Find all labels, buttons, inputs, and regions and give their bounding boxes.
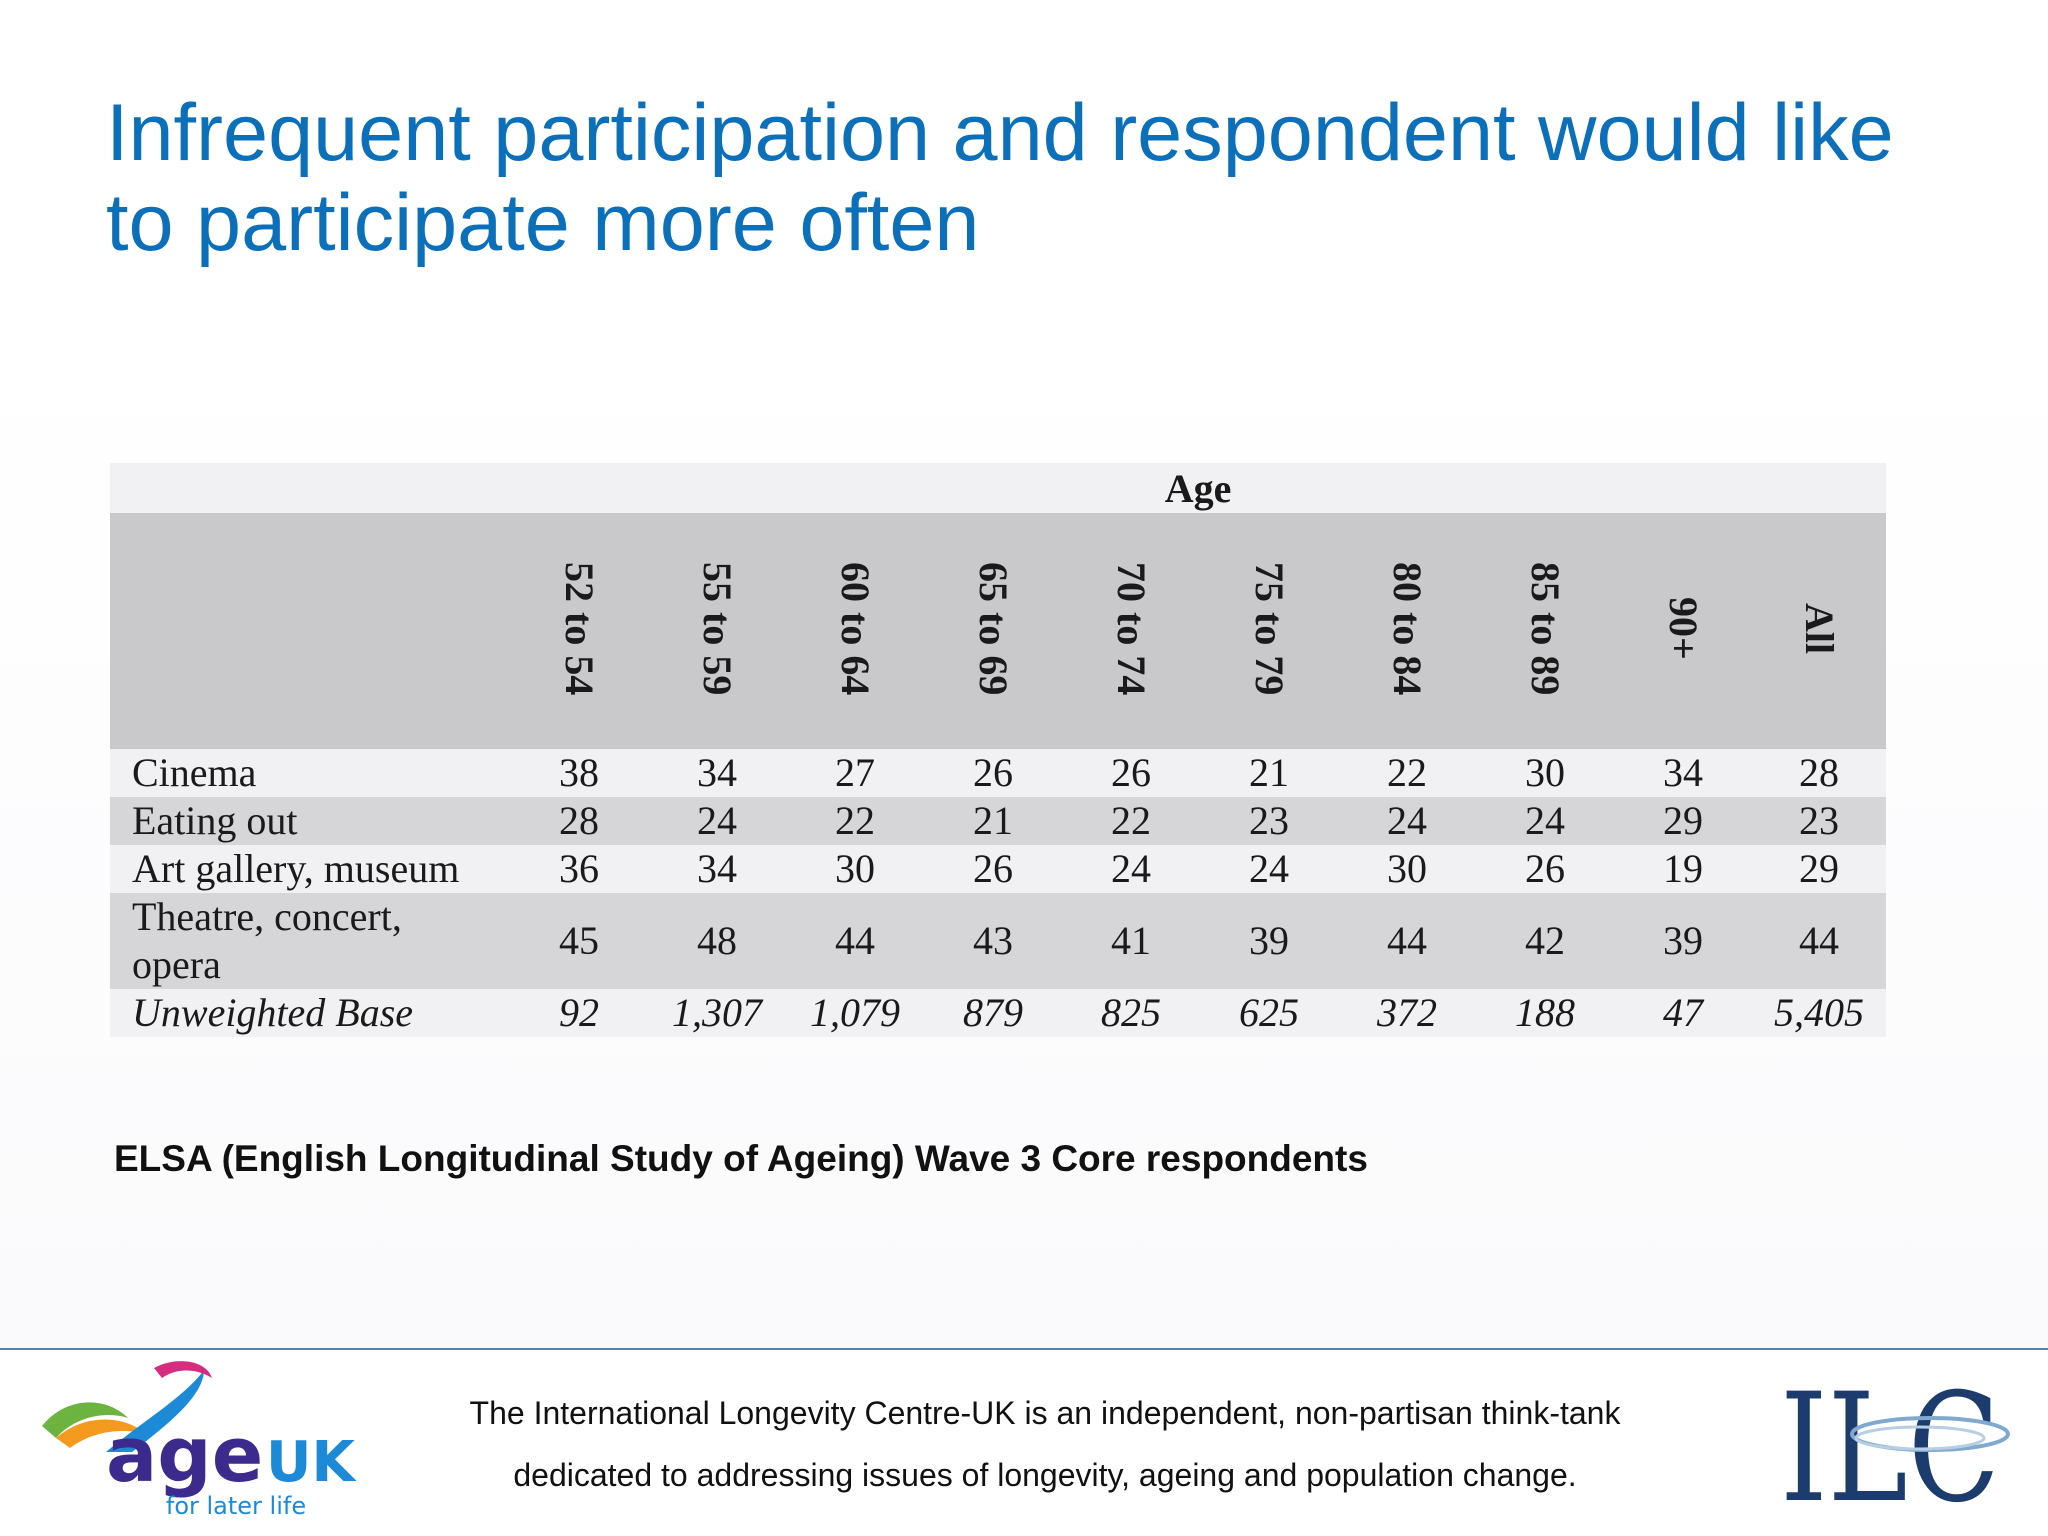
age-participation-table: Age 52 to 54 55 to 59 60 to 64 65 to 69 … [110,463,1887,1037]
table-cell: 47 [1614,989,1752,1037]
table-cell: 28 [1752,749,1887,797]
table-cell: 21 [1200,749,1338,797]
footer-statement: The International Longevity Centre-UK is… [400,1382,1690,1506]
table-cell: 30 [1338,845,1476,893]
row-label-line-1: Theatre, concert, [132,894,402,939]
table-cell: 22 [1062,797,1200,845]
table-cell: 19 [1614,845,1752,893]
table-cell: 30 [786,845,924,893]
table-row-unweighted-base: Unweighted Base 92 1,307 1,079 879 825 6… [110,989,1887,1037]
footer-line-2: dedicated to addressing issues of longev… [513,1457,1577,1493]
table-cell: 21 [924,797,1062,845]
ribbon-magenta-icon [154,1361,212,1378]
table-row-art-gallery: Art gallery, museum 36 34 30 26 24 24 30… [110,845,1887,893]
title-line-1: Infrequent participation and respondent … [106,88,1894,178]
table-cell: 27 [786,749,924,797]
table-cell: 42 [1476,893,1614,989]
table-cell: 1,079 [786,989,924,1037]
table-cell: 26 [1476,845,1614,893]
table-cell: 34 [1614,749,1752,797]
column-header: 80 to 84 [1338,513,1476,749]
ilc-swoosh-inner-icon [1854,1425,1986,1451]
table-cell: 26 [924,845,1062,893]
table-row-eating-out: Eating out 28 24 22 21 22 23 24 24 29 23 [110,797,1887,845]
age-uk-wordmark-uk: UK [266,1430,357,1495]
table-cell: 29 [1614,797,1752,845]
table-cell: 24 [1338,797,1476,845]
column-header: 90+ [1614,513,1752,749]
row-label: Unweighted Base [110,989,510,1037]
table-cell: 48 [648,893,786,989]
column-header: 75 to 79 [1200,513,1338,749]
table-cell: 24 [1200,845,1338,893]
table-cell: 22 [1338,749,1476,797]
table-cell: 29 [1752,845,1887,893]
table-cell: 30 [1476,749,1614,797]
row-label: Theatre, concert, opera [110,893,510,989]
table-cell: 39 [1200,893,1338,989]
column-header: 52 to 54 [510,513,648,749]
table-cell: 43 [924,893,1062,989]
ribbon-orange-icon [56,1419,146,1448]
ilc-logo: ILC [1780,1372,2010,1522]
table-cell: 38 [510,749,648,797]
table-cell: 24 [648,797,786,845]
footer-divider [0,1348,2048,1350]
age-uk-tagline: for later life [166,1492,306,1520]
table-cell: 41 [1062,893,1200,989]
table-cell: 22 [786,797,924,845]
row-label: Art gallery, museum [110,845,510,893]
table-cell: 625 [1200,989,1338,1037]
source-note: ELSA (English Longitudinal Study of Agei… [114,1138,1368,1179]
column-header: 55 to 59 [648,513,786,749]
age-uk-logo: age UK for later life [42,1361,357,1520]
table-cell: 34 [648,749,786,797]
table-cell: 24 [1476,797,1614,845]
table-row-theatre: Theatre, concert, opera 45 48 44 43 41 3… [110,893,1887,989]
table-cell: 39 [1614,893,1752,989]
age-group-header-row: Age [110,463,1887,513]
table-cell: 26 [1062,749,1200,797]
age-group-header: Age [510,463,1887,513]
title-line-2: to participate more often [106,178,980,268]
table-cell: 23 [1200,797,1338,845]
row-label: Cinema [110,749,510,797]
table-cell: 44 [1752,893,1887,989]
column-header: All [1752,513,1887,749]
table-cell: 24 [1062,845,1200,893]
table-cell: 34 [648,845,786,893]
table-cell: 879 [924,989,1062,1037]
table-cell: 36 [510,845,648,893]
footer-line-1: The International Longevity Centre-UK is… [469,1395,1621,1431]
table-cell: 45 [510,893,648,989]
age-uk-wordmark-age: age [106,1410,263,1499]
footer [0,1350,2048,1536]
ribbon-green-icon [42,1402,128,1438]
column-header: 60 to 64 [786,513,924,749]
table-cell: 23 [1752,797,1887,845]
row-label-line-2: opera [132,942,221,987]
table-cell: 28 [510,797,648,845]
column-header: 85 to 89 [1476,513,1614,749]
column-header: 65 to 69 [924,513,1062,749]
column-header: 70 to 74 [1062,513,1200,749]
table-cell: 372 [1338,989,1476,1037]
slide-title: Infrequent participation and respondent … [106,88,1966,268]
table-cell: 44 [786,893,924,989]
table-cell: 825 [1062,989,1200,1037]
table-row-cinema: Cinema 38 34 27 26 26 21 22 30 34 28 [110,749,1887,797]
table-cell: 5,405 [1752,989,1887,1037]
row-label: Eating out [110,797,510,845]
table-cell: 92 [510,989,648,1037]
table-cell: 1,307 [648,989,786,1037]
table-cell: 26 [924,749,1062,797]
table-cell: 188 [1476,989,1614,1037]
column-header-row: 52 to 54 55 to 59 60 to 64 65 to 69 70 t… [110,513,1887,749]
table-cell: 44 [1338,893,1476,989]
